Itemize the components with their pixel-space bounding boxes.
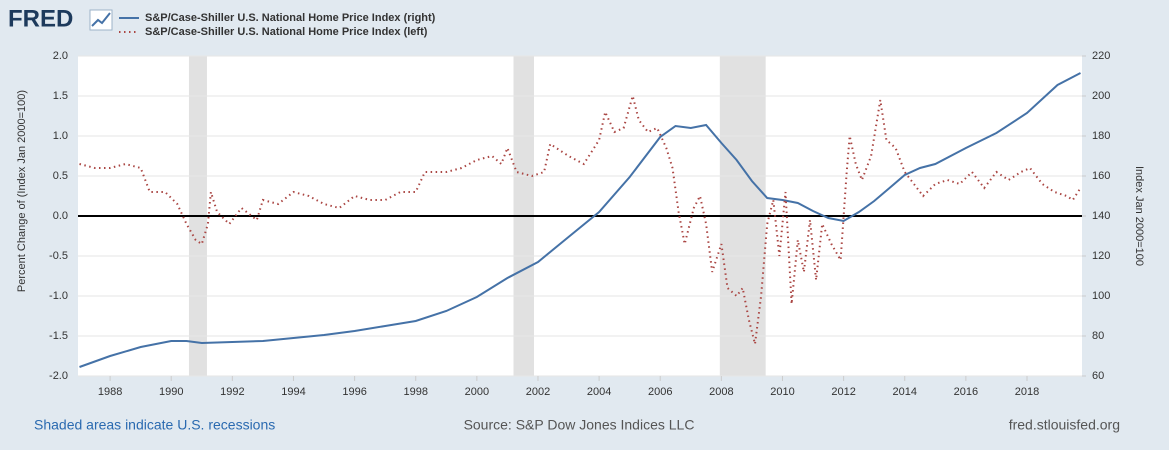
- y-tick-label: -1.0: [49, 290, 68, 302]
- logo[interactable]: FRED: [8, 5, 73, 32]
- x-tick-label: 2018: [1015, 386, 1039, 398]
- y-tick-label: -1.5: [49, 330, 68, 342]
- x-tick-label: 1988: [98, 386, 122, 398]
- y2-tick-label: 200: [1092, 90, 1110, 102]
- y-tick-label: -0.5: [49, 250, 68, 262]
- y-tick-label: -2.0: [49, 370, 68, 382]
- x-tick-label: 2010: [770, 386, 794, 398]
- series-line: [79, 92, 1082, 345]
- y-tick-label: 1.5: [53, 90, 68, 102]
- y2-axis-label: Index Jan 2000=100: [1133, 166, 1145, 266]
- y2-tick-label: 140: [1092, 210, 1110, 222]
- y-axis-label: Percent Change of (Index Jan 2000=100): [16, 90, 28, 292]
- y2-tick-label: 220: [1092, 50, 1110, 62]
- y2-tick-label: 100: [1092, 290, 1110, 302]
- x-tick-label: 2012: [831, 386, 855, 398]
- x-tick-label: 2008: [709, 386, 733, 398]
- x-tick-label: 1998: [403, 386, 427, 398]
- y2-tick-label: 80: [1092, 330, 1104, 342]
- x-tick-label: 1996: [342, 386, 366, 398]
- y2-tick-label: 120: [1092, 250, 1110, 262]
- x-tick-label: 2014: [892, 386, 916, 398]
- x-tick-label: 2004: [587, 386, 611, 398]
- y-tick-label: 1.0: [53, 130, 68, 142]
- series-line: [79, 72, 1081, 368]
- x-tick-label: 2000: [465, 386, 489, 398]
- recession-note[interactable]: Shaded areas indicate U.S. recessions: [34, 417, 275, 433]
- legend-label: S&P/Case-Shiller U.S. National Home Pric…: [145, 12, 436, 24]
- y2-tick-label: 160: [1092, 170, 1110, 182]
- y-tick-label: 0.5: [53, 170, 68, 182]
- x-tick-label: 1992: [220, 386, 244, 398]
- x-tick-label: 2002: [526, 386, 550, 398]
- x-tick-label: 1990: [159, 386, 183, 398]
- site-url[interactable]: fred.stlouisfed.org: [1009, 417, 1120, 433]
- x-tick-label: 2006: [648, 386, 672, 398]
- source: Source: S&P Dow Jones Indices LLC: [464, 417, 695, 433]
- y2-tick-label: 60: [1092, 370, 1104, 382]
- logo-icon: [89, 9, 113, 31]
- y-tick-label: 2.0: [53, 50, 68, 62]
- x-tick-label: 2016: [954, 386, 978, 398]
- x-tick-label: 1994: [281, 386, 305, 398]
- y2-tick-label: 180: [1092, 130, 1110, 142]
- legend-label: S&P/Case-Shiller U.S. National Home Pric…: [145, 26, 428, 38]
- y-tick-label: 0.0: [53, 210, 68, 222]
